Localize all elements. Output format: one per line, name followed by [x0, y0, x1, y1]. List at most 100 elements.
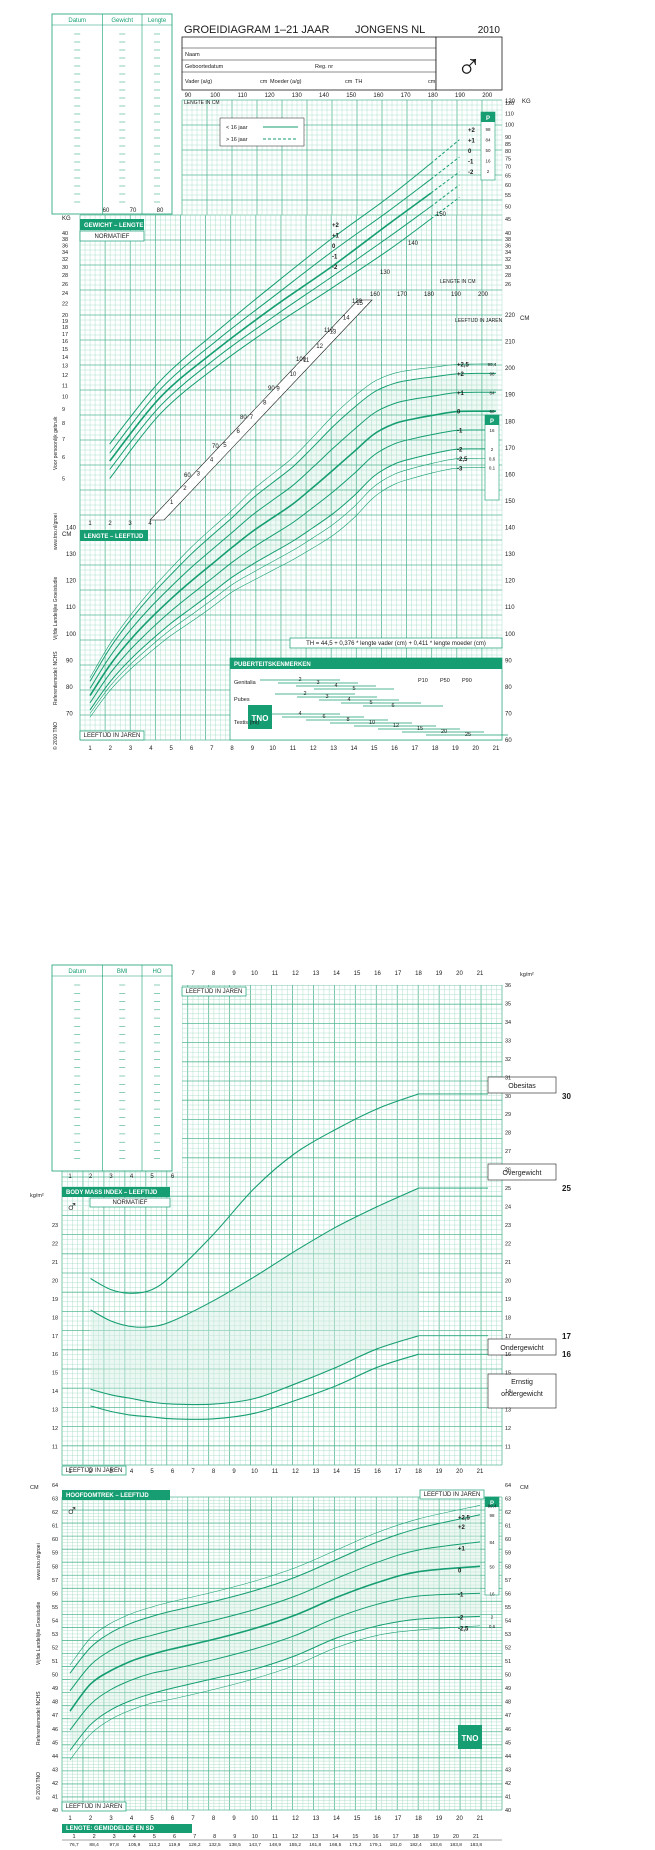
weight-length-curve — [109, 218, 432, 479]
diag-age-label: 5 — [223, 443, 227, 449]
tick-label-hc-right: 49 — [505, 1686, 511, 1692]
bmi-label-box — [487, 1163, 557, 1181]
puberty-stage: 2 — [303, 691, 306, 697]
tick-label-bmi-left: 17 — [52, 1334, 58, 1340]
tick-label-age: 18 — [415, 1816, 422, 1822]
tick-label-kg-right: 26 — [505, 282, 511, 288]
diag-length-label: 150 — [436, 212, 447, 218]
tick-label-kg-left: 8 — [62, 421, 65, 427]
male-symbol: ♂ — [456, 48, 482, 86]
tick-label-bmi-left: 18 — [52, 1315, 58, 1321]
tick-label-bmi-right: 35 — [505, 1001, 511, 1007]
sd-label: 0 — [458, 1568, 462, 1574]
tick-label-hc-left: 44 — [52, 1754, 58, 1760]
axis-label-kg: KG — [522, 99, 531, 105]
tick-label-age: 8 — [212, 1816, 216, 1822]
length-age-curve — [89, 457, 497, 714]
puberty-stage: 4 — [334, 683, 337, 689]
tick-label-hc-left: 47 — [52, 1713, 58, 1719]
tick-label-top: 150 — [346, 93, 357, 99]
hc-curve — [69, 1541, 481, 1692]
p-value: 16 — [485, 159, 491, 164]
tick-label-cm-left: 80 — [66, 685, 73, 691]
bmi-table — [51, 964, 173, 1172]
tick-label-age: 3 — [129, 746, 133, 752]
tick-label-length-bottom: 70 — [130, 208, 137, 214]
diag-length-label: 80 — [240, 415, 247, 421]
bmi-label-box — [487, 1076, 557, 1094]
sd-band — [90, 373, 496, 710]
tick-label-kg-left: 10 — [62, 395, 68, 401]
hc-curve — [69, 1592, 481, 1731]
legend-box — [219, 117, 305, 147]
bmi-label-box — [487, 1338, 557, 1356]
mean-value: 182,4 — [410, 1842, 422, 1848]
tick-label-kg-right: 100 — [505, 123, 514, 129]
tick-label-hc-right: 54 — [505, 1618, 511, 1624]
tick-label-kg-right: 30 — [505, 265, 511, 271]
p-value: 84 — [489, 390, 495, 395]
length-age-curve — [89, 410, 497, 697]
tick-label-age: 2 — [89, 1469, 93, 1475]
p-value: 98 — [489, 371, 495, 376]
form-field-cm: cm — [345, 79, 353, 85]
mean-value: 183,8 — [470, 1842, 482, 1848]
tick-label-kg-right: 70 — [505, 165, 511, 171]
tick-label-age-top: 9 — [232, 971, 236, 977]
tick-label-bmi-left: 23 — [52, 1223, 58, 1229]
label-box-text: LEEFTIJD IN JAREN — [424, 1492, 481, 1498]
tick-label-hc-left: 42 — [52, 1781, 58, 1787]
puberty-stage: 3 — [316, 680, 319, 686]
sd-label: -2 — [458, 1616, 464, 1622]
diag-length-label: 120 — [352, 299, 363, 305]
diag-age-label: 10 — [290, 372, 297, 378]
tick-label-hc-left: 58 — [52, 1564, 58, 1570]
label-box-text: LEEFTIJD IN JAREN — [66, 1804, 123, 1810]
tick-label-top: 100 — [210, 93, 221, 99]
tick-label-kg-right: 28 — [505, 273, 511, 279]
bmi-top-strip — [182, 965, 502, 985]
p-header-bg — [485, 415, 499, 425]
tick-label-bmi-left: 13 — [52, 1408, 58, 1414]
bmi-curve — [90, 1335, 419, 1406]
tick-label-age: 4 — [130, 1816, 134, 1822]
tick-label-hc-left: 43 — [52, 1767, 58, 1773]
side-text: www.tno.nl/groei — [53, 513, 59, 550]
bmi-cutoff-value: 25 — [562, 1184, 571, 1193]
puberty-stage: 6 — [322, 714, 325, 720]
tick-label-kg-left: 16 — [62, 339, 68, 345]
tick-label-hc-left: 49 — [52, 1686, 58, 1692]
tick-label-age-top: 12 — [292, 971, 299, 977]
mean-value: 88,4 — [89, 1842, 99, 1848]
mean-value: 148,9 — [269, 1842, 281, 1848]
p-value: 0,6 — [489, 456, 496, 461]
tick-label-kg-left: 12 — [62, 373, 68, 379]
tick-label-age: 16 — [374, 1469, 381, 1475]
diag-age-label: 9 — [276, 386, 280, 392]
tick-label-age: 21 — [493, 746, 500, 752]
weight-length-curve-dashed — [430, 184, 460, 207]
tick-label-age: 14 — [351, 746, 358, 752]
tick-label-length-bottom: 80 — [157, 208, 164, 214]
tick-label-hc-right: 51 — [505, 1659, 511, 1665]
page-text-layer: Datum Gewicht Lengte Naam Geboortedatum Reg. … — [30, 18, 571, 1848]
side-text: Voor persoonlijk gebruik — [53, 416, 59, 470]
tick-label-hc-left: 53 — [52, 1632, 58, 1638]
form-field-cm: cm — [428, 79, 436, 85]
tick-label-age-inner: 5 — [150, 1174, 154, 1180]
tick-label-age: 17 — [395, 1816, 402, 1822]
axis-label-length-inner: LENGTE IN CM — [440, 279, 476, 285]
tick-label-age-top: 11 — [272, 971, 279, 977]
tick-label-hc-left: 63 — [52, 1497, 58, 1503]
sd-label: +1 — [468, 139, 476, 145]
section-label: GEWICHT – LENGTE — [84, 223, 143, 229]
side-text: www.tno.nl/groei — [36, 1543, 42, 1580]
tick-label-hc-right: 57 — [505, 1578, 511, 1584]
tick-label-bmi-left: 12 — [52, 1426, 58, 1432]
tick-label-bmi-left: 21 — [52, 1260, 58, 1266]
tick-label-hc-left: 51 — [52, 1659, 58, 1665]
p-value: 2 — [491, 1614, 494, 1619]
diag-length-label: 90 — [268, 386, 275, 392]
mean-value: 105,9 — [128, 1842, 140, 1848]
tick-label-cm-right: 190 — [505, 393, 516, 399]
